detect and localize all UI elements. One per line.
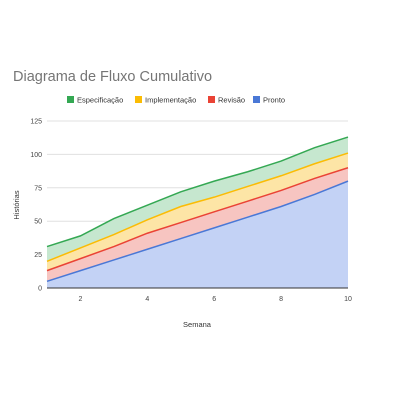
y-tick-label: 50 <box>34 219 42 226</box>
legend-label: Revisão <box>218 96 245 105</box>
legend-swatch <box>67 96 74 103</box>
y-tick-label: 0 <box>38 286 42 293</box>
chart-title: Diagrama de Fluxo Cumulativo <box>13 69 212 85</box>
y-axis-ticks: 0 25 50 75 100 125 <box>30 119 42 293</box>
area-1 <box>47 181 348 288</box>
chart-legend: Especificação Implementação Revisão Pronto <box>67 96 285 105</box>
series-line-4 <box>46 136 349 248</box>
legend-label: Pronto <box>263 96 285 105</box>
series-line-1 <box>46 180 349 283</box>
legend-label: Especificação <box>77 96 123 105</box>
series-line-3 <box>46 152 349 262</box>
x-axis-label: Semana <box>183 320 212 329</box>
legend-swatch <box>208 96 215 103</box>
legend-swatch <box>253 96 260 103</box>
y-axis-label: Histórias <box>12 190 21 219</box>
area-2 <box>47 167 348 282</box>
y-tick-label: 125 <box>30 119 42 126</box>
chart-series-lines <box>46 136 349 283</box>
y-tick-label: 75 <box>34 185 42 192</box>
x-tick-label: 10 <box>344 296 352 303</box>
x-tick-label: 6 <box>212 296 216 303</box>
area-3 <box>47 153 348 271</box>
y-tick-label: 100 <box>30 152 42 159</box>
x-tick-label: 8 <box>279 296 283 303</box>
x-axis-ticks: 2 4 6 8 10 <box>78 296 352 303</box>
x-tick-label: 2 <box>78 296 82 303</box>
legend-label: Implementação <box>145 96 196 105</box>
legend-swatch <box>135 96 142 103</box>
series-line-2 <box>46 167 349 272</box>
x-tick-label: 4 <box>145 296 149 303</box>
y-tick-label: 25 <box>34 252 42 259</box>
chart-areas <box>47 137 348 288</box>
